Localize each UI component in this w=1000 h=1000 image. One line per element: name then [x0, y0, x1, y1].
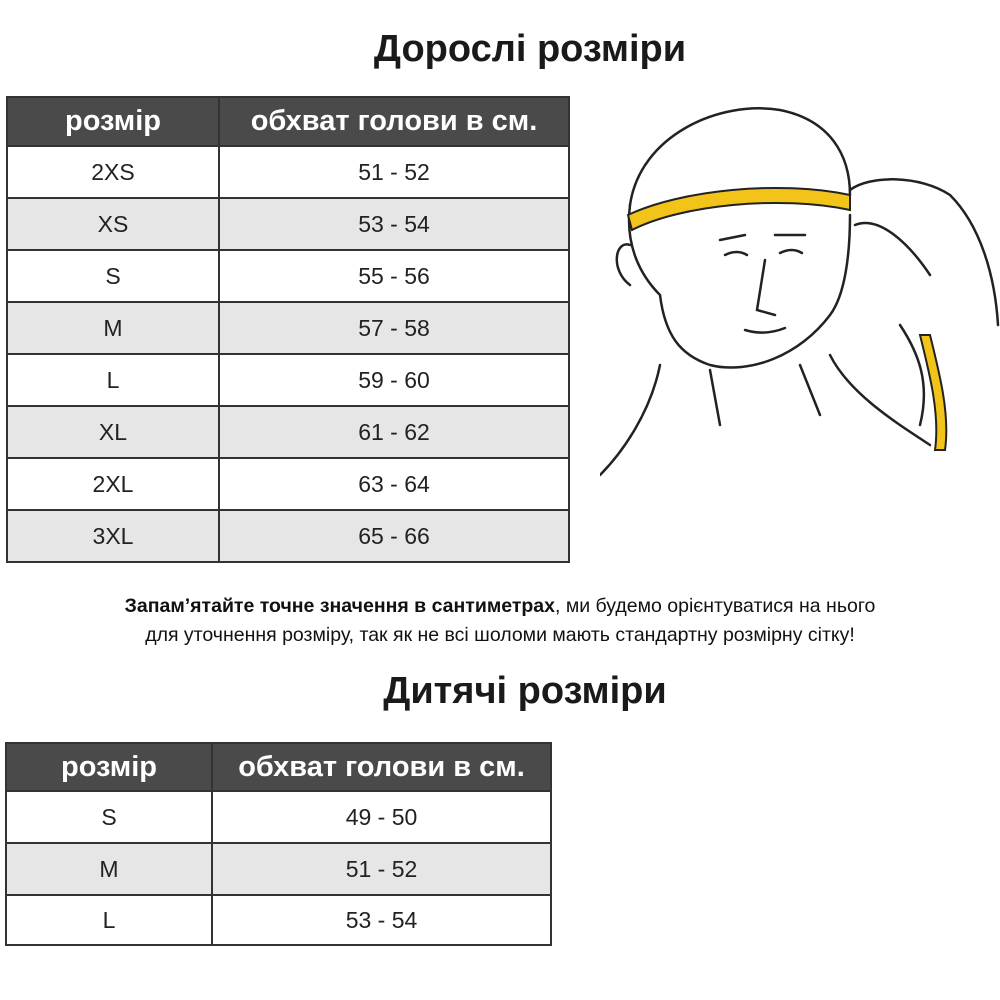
range-cell: 51 - 52: [218, 145, 570, 199]
measuring-tape: [626, 186, 851, 232]
size-cell: L: [6, 353, 220, 407]
size-cell: M: [6, 301, 220, 355]
header-size: розмір: [6, 96, 220, 147]
size-cell: L: [5, 894, 213, 946]
range-cell: 49 - 50: [211, 790, 552, 844]
header-size: розмір: [5, 742, 213, 792]
face-outline: [627, 203, 852, 369]
mouth: [743, 326, 787, 334]
note-line2: для уточнення розміру, так як не всі шол…: [145, 624, 855, 646]
range-cell: 53 - 54: [218, 197, 570, 251]
table-row: S 55 - 56: [6, 249, 570, 303]
size-cell: 3XL: [6, 509, 220, 563]
range-cell: 53 - 54: [211, 894, 552, 946]
range-cell: 51 - 52: [211, 842, 552, 896]
note-line1: , ми будемо орієнтуватися на нього: [554, 595, 876, 617]
range-cell: 55 - 56: [218, 249, 570, 303]
head-measuring-illustration: [600, 107, 1000, 477]
size-cell: 2XS: [6, 145, 220, 199]
range-cell: 61 - 62: [218, 405, 570, 459]
nose: [755, 258, 777, 317]
measurement-note: Запам’ятайте точне значення в сантиметра…: [0, 592, 1000, 650]
range-cell: 57 - 58: [218, 301, 570, 355]
header-head-circumference: обхват голови в см.: [218, 96, 570, 147]
size-cell: M: [5, 842, 213, 896]
table-row: M 57 - 58: [6, 301, 570, 355]
table-row: XL 61 - 62: [6, 405, 570, 459]
table-row: XS 53 - 54: [6, 197, 570, 251]
tape-end: [918, 334, 948, 451]
kids-size-table: розмір обхват голови в см. S 49 - 50 M 51 …: [5, 742, 552, 946]
eyebrows: [718, 233, 807, 242]
table-row: 3XL 65 - 66: [6, 509, 570, 563]
table-row: 2XS 51 - 52: [6, 145, 570, 199]
hand-outline: [848, 178, 1000, 427]
size-cell: XS: [6, 197, 220, 251]
adult-size-table: розмір обхват голови в см. 2XS 51 - 52 XS…: [6, 96, 570, 563]
neck-shoulders: [600, 353, 932, 477]
table-row: 2XL 63 - 64: [6, 457, 570, 511]
range-cell: 63 - 64: [218, 457, 570, 511]
note-bold: Запам’ятайте точне значення в сантиметра…: [124, 595, 555, 617]
adult-sizes-title: Дорослі розміри: [373, 28, 687, 70]
table-row: L 59 - 60: [6, 353, 570, 407]
range-cell: 65 - 66: [218, 509, 570, 563]
ear-icon: [615, 243, 632, 287]
header-head-circumference: обхват голови в см.: [211, 742, 552, 792]
size-cell: XL: [6, 405, 220, 459]
size-cell: S: [5, 790, 213, 844]
table-row: M 51 - 52: [5, 842, 552, 896]
head-outline: [628, 107, 852, 207]
size-cell: 2XL: [6, 457, 220, 511]
kids-sizes-title: Дитячі розміри: [383, 670, 667, 712]
size-cell: S: [6, 249, 220, 303]
table-row: L 53 - 54: [5, 894, 552, 946]
eyes: [723, 248, 804, 257]
range-cell: 59 - 60: [218, 353, 570, 407]
table-row: S 49 - 50: [5, 790, 552, 844]
